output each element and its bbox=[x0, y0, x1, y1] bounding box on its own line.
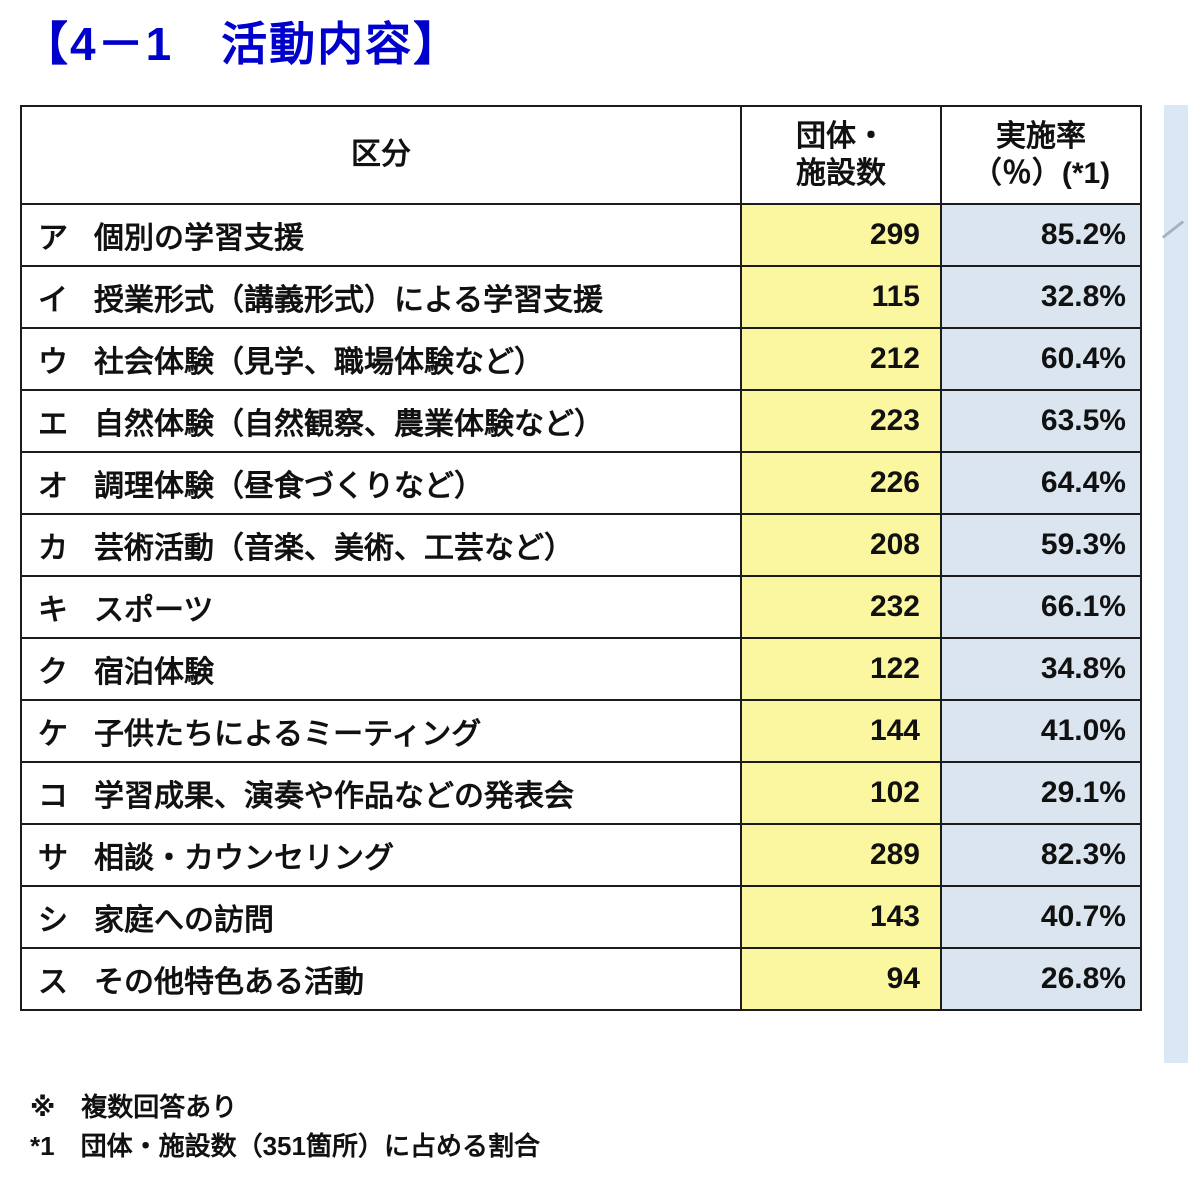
row-key: ス bbox=[38, 966, 68, 999]
category-cell: エ自然体験（自然観察、農業体験など） bbox=[20, 389, 742, 453]
count-cell: 122 bbox=[740, 637, 942, 701]
category-cell: サ相談・カウンセリング bbox=[20, 823, 742, 887]
row-key: キ bbox=[38, 594, 68, 627]
count-cell: 299 bbox=[740, 203, 942, 267]
table-row: ア個別の学習支援 299 85.2% bbox=[20, 203, 1142, 267]
right-edge-artifact bbox=[1164, 105, 1188, 1063]
count-cell: 208 bbox=[740, 513, 942, 577]
category-cell: コ学習成果、演奏や作品などの発表会 bbox=[20, 761, 742, 825]
rate-cell: 64.4% bbox=[940, 451, 1142, 515]
count-cell: 289 bbox=[740, 823, 942, 887]
table-row: スその他特色ある活動 94 26.8% bbox=[20, 947, 1142, 1011]
rate-cell: 63.5% bbox=[940, 389, 1142, 453]
table-row: ク宿泊体験 122 34.8% bbox=[20, 637, 1142, 701]
row-label: 宿泊体験 bbox=[94, 656, 214, 689]
page-title: 【4－1 活動内容】 bbox=[22, 18, 462, 70]
header-count: 団体・ 施設数 bbox=[740, 105, 942, 205]
category-cell: ウ社会体験（見学、職場体験など） bbox=[20, 327, 742, 391]
footnotes: ※ 複数回答あり *1 団体・施設数（351箇所）に占める割合 bbox=[30, 1090, 540, 1168]
row-label: 社会体験（見学、職場体験など） bbox=[94, 346, 544, 379]
row-key: カ bbox=[38, 532, 68, 565]
table-header-row: 区分 団体・ 施設数 実施率 （％）(*1) bbox=[20, 105, 1142, 205]
rate-cell: 82.3% bbox=[940, 823, 1142, 887]
row-key: ケ bbox=[38, 718, 68, 751]
row-label: 自然体験（自然観察、農業体験など） bbox=[94, 408, 604, 441]
rate-cell: 40.7% bbox=[940, 885, 1142, 949]
category-cell: ク宿泊体験 bbox=[20, 637, 742, 701]
row-label: 相談・カウンセリング bbox=[94, 842, 394, 875]
category-cell: イ授業形式（講義形式）による学習支援 bbox=[20, 265, 742, 329]
count-cell: 223 bbox=[740, 389, 942, 453]
table-row: ウ社会体験（見学、職場体験など） 212 60.4% bbox=[20, 327, 1142, 391]
table-row: オ調理体験（昼食づくりなど） 226 64.4% bbox=[20, 451, 1142, 515]
row-label: 授業形式（講義形式）による学習支援 bbox=[94, 284, 604, 317]
count-cell: 102 bbox=[740, 761, 942, 825]
table-row: サ相談・カウンセリング 289 82.3% bbox=[20, 823, 1142, 887]
table-row: エ自然体験（自然観察、農業体験など） 223 63.5% bbox=[20, 389, 1142, 453]
row-key: ウ bbox=[38, 346, 68, 379]
footnote-multiple-answers: ※ 複数回答あり bbox=[30, 1092, 238, 1122]
table-row: カ芸術活動（音楽、美術、工芸など） 208 59.3% bbox=[20, 513, 1142, 577]
rate-cell: 59.3% bbox=[940, 513, 1142, 577]
count-cell: 143 bbox=[740, 885, 942, 949]
row-key: サ bbox=[38, 842, 68, 875]
category-cell: ケ子供たちによるミーティング bbox=[20, 699, 742, 763]
row-label: 子供たちによるミーティング bbox=[94, 718, 482, 751]
row-key: ア bbox=[38, 222, 68, 255]
row-key: シ bbox=[38, 904, 68, 937]
category-cell: スその他特色ある活動 bbox=[20, 947, 742, 1011]
row-label: スポーツ bbox=[94, 594, 214, 627]
table-row: コ学習成果、演奏や作品などの発表会 102 29.1% bbox=[20, 761, 1142, 825]
row-label: 芸術活動（音楽、美術、工芸など） bbox=[94, 532, 574, 565]
footnote-denominator: *1 団体・施設数（351箇所）に占める割合 bbox=[30, 1131, 540, 1162]
row-label: 家庭への訪問 bbox=[94, 904, 274, 937]
category-cell: オ調理体験（昼食づくりなど） bbox=[20, 451, 742, 515]
row-key: エ bbox=[38, 408, 68, 441]
activity-table: 区分 団体・ 施設数 実施率 （％）(*1) ア個別の学習支援 299 85.2… bbox=[20, 105, 1142, 1011]
row-key: イ bbox=[38, 284, 68, 317]
count-cell: 115 bbox=[740, 265, 942, 329]
table-row: シ家庭への訪問 143 40.7% bbox=[20, 885, 1142, 949]
header-category: 区分 bbox=[20, 105, 742, 205]
row-key: ク bbox=[38, 656, 68, 689]
count-cell: 144 bbox=[740, 699, 942, 763]
category-cell: ア個別の学習支援 bbox=[20, 203, 742, 267]
rate-cell: 66.1% bbox=[940, 575, 1142, 639]
category-cell: カ芸術活動（音楽、美術、工芸など） bbox=[20, 513, 742, 577]
count-cell: 212 bbox=[740, 327, 942, 391]
rate-cell: 29.1% bbox=[940, 761, 1142, 825]
row-label: その他特色ある活動 bbox=[94, 966, 364, 999]
category-cell: キスポーツ bbox=[20, 575, 742, 639]
table-body: ア個別の学習支援 299 85.2% イ授業形式（講義形式）による学習支援 11… bbox=[20, 203, 1142, 1011]
count-cell: 94 bbox=[740, 947, 942, 1011]
table-row: イ授業形式（講義形式）による学習支援 115 32.8% bbox=[20, 265, 1142, 329]
header-rate: 実施率 （％）(*1) bbox=[940, 105, 1142, 205]
row-key: オ bbox=[38, 470, 68, 503]
rate-cell: 60.4% bbox=[940, 327, 1142, 391]
category-cell: シ家庭への訪問 bbox=[20, 885, 742, 949]
count-cell: 232 bbox=[740, 575, 942, 639]
rate-cell: 26.8% bbox=[940, 947, 1142, 1011]
table-row: キスポーツ 232 66.1% bbox=[20, 575, 1142, 639]
row-key: コ bbox=[38, 780, 68, 813]
rate-cell: 85.2% bbox=[940, 203, 1142, 267]
row-label: 調理体験（昼食づくりなど） bbox=[94, 470, 484, 503]
count-cell: 226 bbox=[740, 451, 942, 515]
row-label: 学習成果、演奏や作品などの発表会 bbox=[94, 780, 574, 813]
table-row: ケ子供たちによるミーティング 144 41.0% bbox=[20, 699, 1142, 763]
row-label: 個別の学習支援 bbox=[94, 222, 304, 255]
rate-cell: 32.8% bbox=[940, 265, 1142, 329]
rate-cell: 41.0% bbox=[940, 699, 1142, 763]
rate-cell: 34.8% bbox=[940, 637, 1142, 701]
